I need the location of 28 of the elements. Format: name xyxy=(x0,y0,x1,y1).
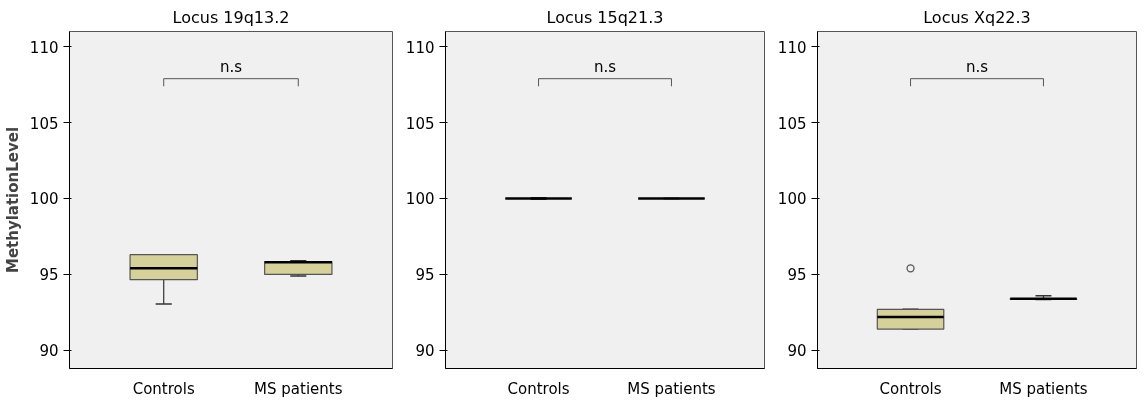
x-tick-label: Controls xyxy=(879,379,942,398)
y-tick-label: 90 xyxy=(39,342,59,361)
y-tick-label: 100 xyxy=(29,190,59,209)
y-tick-label: 95 xyxy=(787,266,807,285)
y-tick-label: 105 xyxy=(29,114,59,133)
y-tick-label: 95 xyxy=(39,266,59,285)
x-tick-label: Controls xyxy=(507,379,570,398)
y-tick-label: 110 xyxy=(405,38,435,57)
y-tick-label: 90 xyxy=(787,342,807,361)
y-tick-label: 90 xyxy=(415,342,435,361)
annotation: n.s xyxy=(965,57,989,76)
chart-title: Locus Xq22.3 xyxy=(923,7,1031,27)
y-tick-label: 105 xyxy=(777,114,807,133)
y-tick-label: 110 xyxy=(29,38,59,57)
y-tick-label: 110 xyxy=(777,38,807,57)
x-tick-label: Controls xyxy=(132,379,195,398)
y-tick-label: 95 xyxy=(415,266,435,285)
annotation: n.s xyxy=(593,57,617,76)
x-tick-label: MS patients xyxy=(999,379,1088,398)
y-tick-label: 100 xyxy=(777,190,807,209)
y-tick-label: 100 xyxy=(405,190,435,209)
chart-title: Locus 15q21.3 xyxy=(546,7,664,27)
y-tick-label: 105 xyxy=(405,114,435,133)
x-tick-label: MS patients xyxy=(254,379,343,398)
chart-title: Locus 19q13.2 xyxy=(172,7,290,27)
x-tick-label: MS patients xyxy=(627,379,716,398)
y-axis-title: MethylationLevel xyxy=(3,126,22,274)
annotation: n.s xyxy=(219,57,243,76)
